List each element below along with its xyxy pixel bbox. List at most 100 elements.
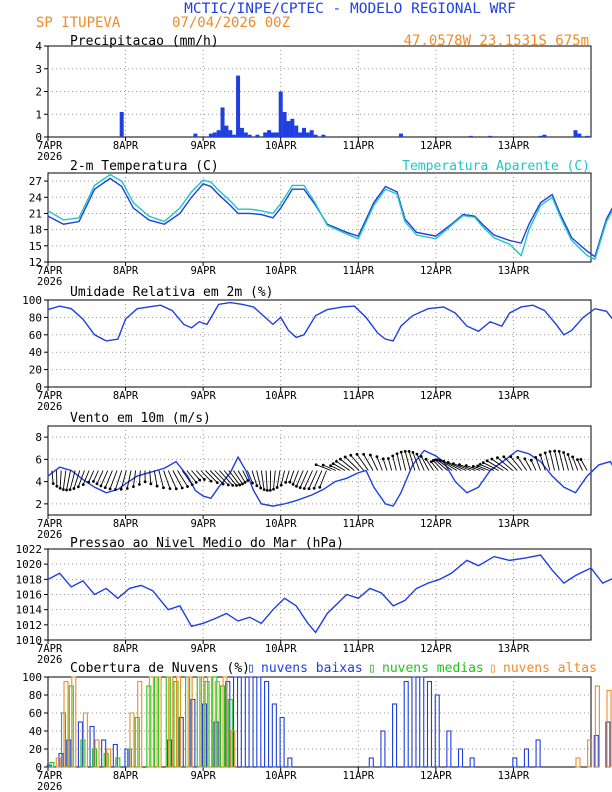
- wind-barb-head: [557, 449, 561, 453]
- x-tick-label: 8APR: [113, 770, 139, 782]
- x-tick-label: 8APR: [113, 265, 139, 277]
- wind-barb-head: [55, 484, 59, 488]
- wind-barb: [517, 457, 527, 471]
- x-year-label: 2026: [37, 401, 62, 413]
- wind-barb-head: [321, 463, 325, 467]
- y-tick-label: 60: [29, 329, 42, 342]
- wind-barb-head: [87, 480, 91, 484]
- wind-barb: [77, 470, 85, 487]
- y-tick-label: 1012: [16, 619, 43, 632]
- wind-barb-head: [268, 488, 272, 492]
- panel-frame: [47, 45, 592, 138]
- legend-low-swatch: ▯: [247, 661, 255, 676]
- wind-barb: [195, 470, 205, 480]
- wind-barb: [223, 470, 237, 486]
- wind-barb-head: [137, 483, 141, 486]
- y-tick-label: 1010: [16, 634, 43, 647]
- wind-barb-head: [215, 481, 219, 485]
- wind-barb: [138, 470, 141, 485]
- precip-bar: [119, 111, 124, 137]
- x-tick-label: 11APR: [342, 518, 374, 530]
- wind-barb-head: [478, 463, 482, 466]
- wind-barb-head: [168, 487, 172, 491]
- high-cloud-bar: [575, 757, 581, 768]
- precip-bar: [542, 134, 547, 137]
- y-tick-label: 80: [29, 689, 42, 702]
- high-cloud-bar: [63, 680, 69, 768]
- panel-title: 2-m Temperatura (C): [70, 159, 219, 174]
- humidity-line: [47, 301, 612, 342]
- wind-barb: [483, 462, 499, 471]
- precip-bar: [282, 111, 287, 137]
- wind-barb: [563, 452, 569, 471]
- precip-bar: [193, 133, 198, 137]
- panel-title: Cobertura de Nuvens (%): [70, 661, 250, 676]
- wind-barb-head: [125, 486, 129, 490]
- precip-bar: [294, 125, 299, 137]
- panel-frame: [47, 425, 592, 516]
- high-cloud-bar: [230, 730, 236, 768]
- wind-barb: [443, 460, 462, 471]
- low-cloud-bar: [512, 757, 518, 768]
- legend-high-swatch: ▯: [489, 661, 497, 676]
- precip-bar: [278, 91, 283, 137]
- wind-barb-head: [226, 483, 230, 487]
- wind-barb-head: [186, 485, 189, 488]
- panel-frame: [47, 299, 592, 388]
- header-run: 07/04/2026 00Z: [172, 15, 290, 31]
- high-cloud-bar: [156, 676, 162, 768]
- precip-bar: [577, 133, 582, 137]
- precip-bar: [224, 125, 229, 137]
- precip-bar: [313, 134, 318, 137]
- wind-barb-head: [108, 487, 112, 491]
- x-tick-label: 11APR: [342, 265, 374, 277]
- wind-barb: [544, 452, 551, 471]
- wind-barb-head: [131, 485, 135, 489]
- wind-barb-head: [255, 484, 259, 488]
- wind-barb-head: [302, 487, 306, 490]
- wind-barb-head: [103, 486, 107, 490]
- y-tick-label: 40: [29, 725, 42, 738]
- x-year-label: 2026: [37, 781, 62, 792]
- wind-barb: [356, 454, 369, 471]
- legend-low-label: nuvens baixas: [261, 661, 363, 676]
- legend-mid-swatch: ▯: [368, 661, 376, 676]
- wind-barb-head: [119, 487, 123, 491]
- wind-barb-head: [329, 464, 332, 468]
- wind-barb: [539, 454, 546, 471]
- y-tick-label: 15: [29, 240, 42, 253]
- low-cloud-bar: [469, 757, 475, 768]
- wind-barb-head: [92, 479, 95, 483]
- wind-barb: [104, 470, 113, 488]
- wind-barb: [524, 458, 532, 471]
- wind-barb-head: [76, 485, 80, 489]
- wind-barb: [387, 458, 393, 471]
- wind-barb: [265, 470, 268, 491]
- panel-title: Vento em 10m (m/s): [70, 411, 211, 426]
- wind-barb-head: [162, 486, 165, 490]
- wind-barb-head: [481, 461, 485, 465]
- wind-barb-head: [61, 488, 65, 491]
- wind-barb: [333, 463, 346, 471]
- wind-barb: [172, 470, 183, 489]
- high-cloud-bar: [606, 689, 612, 768]
- wind-barb: [109, 470, 118, 490]
- wind-barb-head: [355, 452, 359, 456]
- high-cloud-bar: [106, 748, 112, 768]
- wind-barb: [237, 470, 246, 483]
- y-tick-label: 100: [22, 671, 42, 684]
- wind-barb-head: [202, 478, 206, 481]
- wind-barb: [554, 450, 560, 471]
- header-title: MCTIC/INPE/CPTEC - MODELO REGIONAL WRF: [184, 1, 516, 17]
- wind-barb: [480, 464, 495, 471]
- precip-bar: [290, 118, 295, 137]
- wind-barb-head: [291, 482, 295, 486]
- header-coords: 47.0578W 23.1531S 675m: [404, 33, 589, 49]
- x-tick-label: 7APR: [37, 140, 63, 152]
- wind-barb: [73, 470, 81, 489]
- wind-barb-head: [391, 454, 395, 458]
- wind-barb: [93, 470, 99, 482]
- header-location: SP ITUPEVA: [36, 15, 121, 31]
- low-cloud-bar: [426, 680, 433, 768]
